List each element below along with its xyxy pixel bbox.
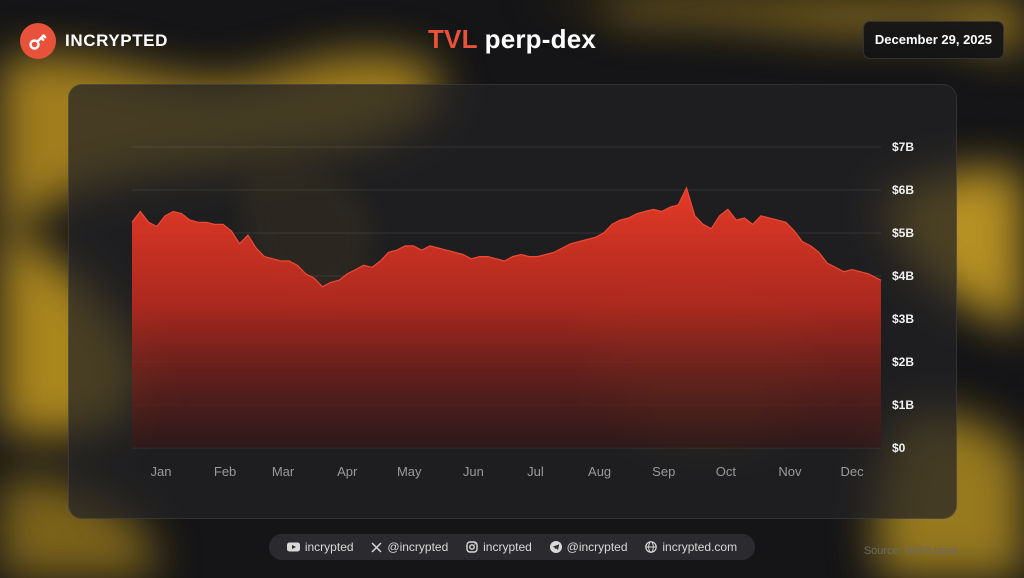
x-label: @incrypted [387, 540, 449, 554]
x-tick-label: Sep [652, 464, 675, 479]
y-tick-label: $6B [892, 183, 914, 197]
website-label: incrypted.com [662, 540, 738, 554]
data-source: Source: DeFiLlama [863, 545, 958, 557]
brand-logo[interactable]: INCRYPTED [20, 23, 168, 59]
y-tick-label: $0 [892, 441, 906, 455]
x-tick-label: Jun [463, 464, 484, 479]
title-rest: perp-dex [477, 24, 597, 54]
x-tick-label: Jan [150, 464, 171, 479]
y-axis-labels: $0 $1B $2B $3B $4B $5B $6B $7B [892, 140, 914, 455]
x-tick-label: Nov [778, 464, 802, 479]
instagram-label: incrypted [483, 540, 532, 554]
x-tick-label: Oct [716, 464, 737, 479]
social-website[interactable]: incrypted.com [645, 540, 737, 554]
y-tick-label: $7B [892, 140, 914, 154]
series-area-layer [131, 186, 882, 448]
x-tick-label: Dec [840, 464, 864, 479]
header: INCRYPTED TVL perp-dex December 29, 2025 [0, 0, 1024, 80]
tvl-area-fill [132, 187, 881, 448]
page-title: TVL perp-dex [0, 24, 1024, 55]
social-youtube[interactable]: incrypted [286, 540, 354, 554]
x-tick-label: Feb [214, 464, 236, 479]
x-tick-label: Jul [527, 464, 544, 479]
x-tick-label: Mar [272, 464, 295, 479]
social-bar: incrypted @incrypted incrypted @incrypte… [269, 534, 755, 560]
telegram-icon [549, 541, 562, 553]
y-tick-label: $2B [892, 355, 914, 369]
x-tick-label: Apr [337, 464, 358, 479]
date-badge: December 29, 2025 [862, 21, 1004, 59]
y-tick-label: $3B [892, 312, 914, 326]
title-accent: TVL [427, 24, 478, 54]
social-telegram[interactable]: @incrypted [549, 540, 628, 554]
youtube-label: incrypted [304, 540, 354, 554]
tvl-series-line [131, 186, 882, 288]
y-tick-label: $5B [892, 226, 914, 240]
key-icon [20, 23, 56, 59]
telegram-label: @incrypted [566, 540, 628, 554]
x-axis-labels: Jan Feb Mar Apr May Jun Jul Aug Sep Oct Nov Dec [150, 464, 864, 479]
y-tick-label: $1B [892, 398, 914, 412]
x-tick-label: May [397, 464, 422, 479]
x-tick-label: Aug [588, 464, 611, 479]
youtube-icon [286, 542, 300, 552]
instagram-icon [466, 541, 478, 553]
social-x[interactable]: @incrypted [371, 540, 448, 554]
social-instagram[interactable]: incrypted [466, 540, 532, 554]
brand-name: INCRYPTED [65, 31, 169, 50]
x-icon [371, 541, 382, 553]
globe-icon [645, 541, 658, 553]
y-tick-label: $4B [892, 269, 914, 283]
